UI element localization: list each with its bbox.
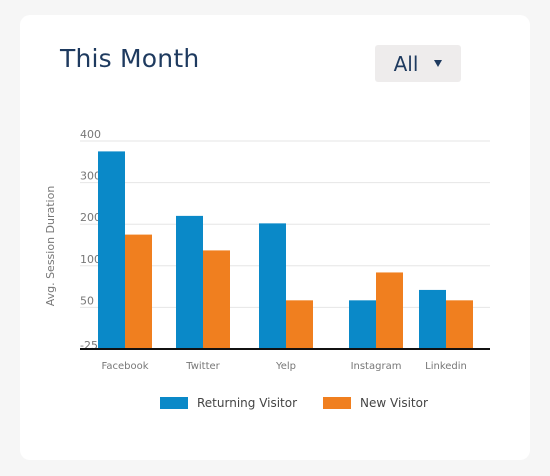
legend-item-new[interactable]: New Visitor xyxy=(323,396,428,410)
x-tick-label: Facebook xyxy=(102,361,149,372)
y-tick-label: -25 xyxy=(80,339,98,352)
legend-label-returning: Returning Visitor xyxy=(197,396,298,410)
page-title: This Month xyxy=(60,44,200,73)
x-tick-label: Yelp xyxy=(275,361,296,372)
y-tick-label: 200 xyxy=(80,211,101,224)
x-tick-label: Linkedin xyxy=(425,361,467,372)
x-tick-label: Twitter xyxy=(185,361,220,372)
bar-yelp-returning[interactable] xyxy=(259,223,286,349)
legend-swatch-new xyxy=(323,397,352,409)
legend-item-returning[interactable]: Returning Visitor xyxy=(160,396,297,410)
bar-facebook-returning[interactable] xyxy=(98,151,125,349)
period-filter-dropdown[interactable]: All xyxy=(375,45,461,82)
y-tick-labels: -25 50 100 200 300 400 xyxy=(80,128,101,352)
bar-instagram-returning[interactable] xyxy=(349,300,376,349)
chart-legend: Returning Visitor New Visitor xyxy=(160,396,454,410)
bar-twitter-returning[interactable] xyxy=(176,215,203,349)
y-tick-label: 400 xyxy=(80,128,101,141)
filter-selected-value: All xyxy=(393,51,419,76)
y-tick-label: 300 xyxy=(80,170,101,183)
y-axis-label: Avg. Session Duration xyxy=(44,186,57,307)
legend-swatch-returning xyxy=(160,397,188,409)
legend-label-new: New Visitor xyxy=(360,396,428,410)
caret-down-icon xyxy=(434,60,443,67)
bar-linkedin-returning[interactable] xyxy=(419,289,446,349)
bars xyxy=(98,151,473,349)
bar-linkedin-new[interactable] xyxy=(446,300,473,349)
y-tick-label: 100 xyxy=(80,253,101,266)
x-tick-label: Instagram xyxy=(351,361,402,372)
bar-yelp-new[interactable] xyxy=(286,300,313,349)
bar-instagram-new[interactable] xyxy=(376,272,403,349)
bar-twitter-new[interactable] xyxy=(203,250,230,349)
x-tick-labels: Facebook Twitter Yelp Instagram Linkedin xyxy=(102,361,467,372)
y-tick-label: 50 xyxy=(80,294,94,307)
bar-facebook-new[interactable] xyxy=(125,234,152,349)
